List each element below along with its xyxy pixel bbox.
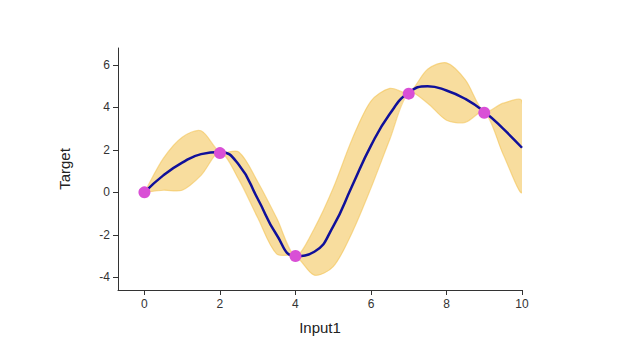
- svg-text:6: 6: [103, 58, 110, 72]
- svg-text:-4: -4: [99, 270, 110, 284]
- svg-text:8: 8: [443, 297, 450, 311]
- svg-text:2: 2: [217, 297, 224, 311]
- svg-text:2: 2: [103, 143, 110, 157]
- svg-text:Target: Target: [56, 147, 73, 190]
- svg-text:0: 0: [103, 185, 110, 199]
- svg-text:0: 0: [141, 297, 148, 311]
- svg-text:6: 6: [368, 297, 375, 311]
- svg-text:10: 10: [515, 297, 529, 311]
- svg-text:4: 4: [292, 297, 299, 311]
- svg-text:Input1: Input1: [299, 319, 341, 336]
- svg-text:-2: -2: [99, 228, 110, 242]
- svg-text:4: 4: [103, 100, 110, 114]
